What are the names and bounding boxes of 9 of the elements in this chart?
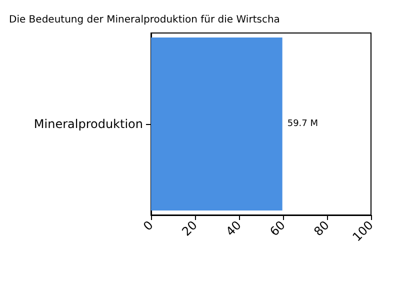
x-tick-label: 0 — [140, 218, 156, 234]
x-tick-label: 60 — [267, 218, 288, 239]
x-tick-label: 80 — [311, 218, 332, 239]
x-tick-label: 20 — [179, 218, 200, 239]
x-tick-label: 100 — [350, 218, 376, 244]
y-tick-label: Mineralproduktion — [34, 117, 143, 131]
x-tick-label: 40 — [223, 218, 244, 239]
chart-title: Die Bedeutung der Mineralproduktion für die Wirtscha — [9, 14, 280, 26]
data-label: 59.7 M — [287, 119, 318, 129]
